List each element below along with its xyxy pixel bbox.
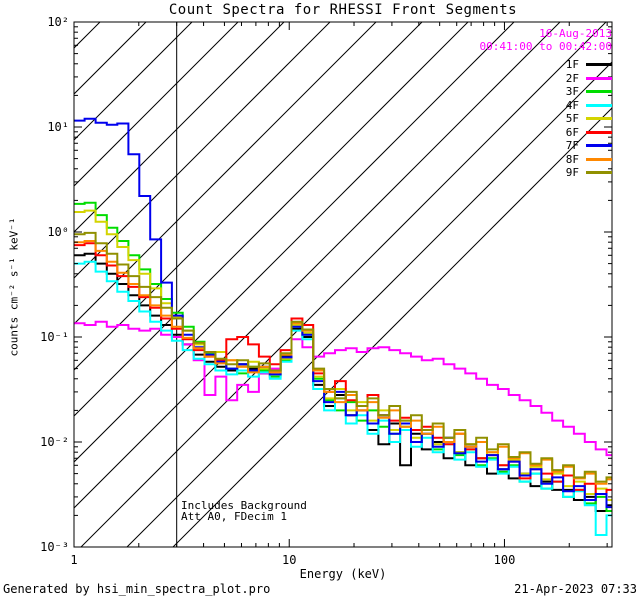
legend-label: 8F: [565, 152, 579, 166]
legend-item: 5F: [566, 112, 612, 126]
y-axis-label: counts cm⁻² s⁻¹ keV⁻¹: [7, 217, 21, 357]
attenuator-note: Att A0, FDecim 1: [181, 510, 287, 523]
legend-color-swatch: [586, 130, 612, 134]
x-tick-label: 1: [70, 553, 77, 567]
legend-color-swatch: [586, 63, 612, 67]
legend-label: 1F: [565, 58, 579, 72]
generator-credit: Generated by hsi_min_spectra_plot.pro: [3, 582, 271, 596]
spectrum-line-7F: [74, 117, 612, 509]
legend-color-swatch: [586, 171, 612, 175]
legend-label: 2F: [565, 71, 579, 85]
render-timestamp: 21-Apr-2023 07:33: [514, 582, 637, 596]
spectrum-line-2F: [74, 320, 612, 457]
y-tick-label: 10⁻²: [40, 435, 69, 449]
observation-time-range: 00:41:00 to 00:42:00: [479, 39, 612, 53]
legend-label: 5F: [565, 112, 579, 126]
observation-info: 16-Aug-2013 00:41:00 to 00:42:00: [479, 27, 612, 53]
legend-item: 6F: [566, 126, 612, 140]
spectra-lines: [74, 117, 612, 536]
legend-label: 6F: [565, 125, 579, 139]
legend-color-swatch: [586, 76, 612, 80]
hatch-region: [74, 22, 612, 547]
legend-color-swatch: [586, 157, 612, 161]
legend: 1F 2F 3F 4F 5F 6F 7F 8F 9F: [566, 58, 612, 180]
legend-item: 7F: [566, 139, 612, 153]
legend-item: 1F: [566, 58, 612, 72]
legend-label: 9F: [565, 166, 579, 180]
axis-ticks: [73, 21, 612, 548]
spectrum-line-9F: [74, 231, 612, 483]
legend-color-swatch: [586, 103, 612, 107]
legend-item: 4F: [566, 99, 612, 113]
legend-color-swatch: [586, 144, 612, 148]
y-tick-label: 10¹: [47, 120, 69, 134]
legend-item: 8F: [566, 153, 612, 167]
spectrum-line-6F: [74, 242, 612, 495]
x-axis-label: Energy (keV): [299, 567, 387, 581]
plot-frame: [73, 21, 613, 548]
y-tick-label: 10⁻¹: [40, 330, 69, 344]
observation-date: 16-Aug-2013: [539, 27, 612, 40]
y-tick-label: 10²: [47, 15, 69, 29]
legend-item: 3F: [566, 85, 612, 99]
legend-label: 3F: [565, 85, 579, 99]
legend-label: 4F: [565, 98, 579, 112]
x-tick-label: 100: [494, 553, 516, 567]
legend-item: 9F: [566, 166, 612, 180]
legend-item: 2F: [566, 72, 612, 86]
background-note: Includes Background: [181, 499, 307, 512]
y-tick-label: 10⁰: [47, 225, 69, 239]
legend-label: 7F: [565, 139, 579, 153]
x-tick-label: 10: [282, 553, 296, 567]
legend-color-swatch: [586, 117, 612, 121]
legend-color-swatch: [586, 90, 612, 94]
spectrum-line-8F: [74, 240, 612, 485]
plot-title: Count Spectra for RHESSI Front Segments: [168, 2, 518, 18]
y-tick-label: 10⁻³: [40, 540, 69, 554]
